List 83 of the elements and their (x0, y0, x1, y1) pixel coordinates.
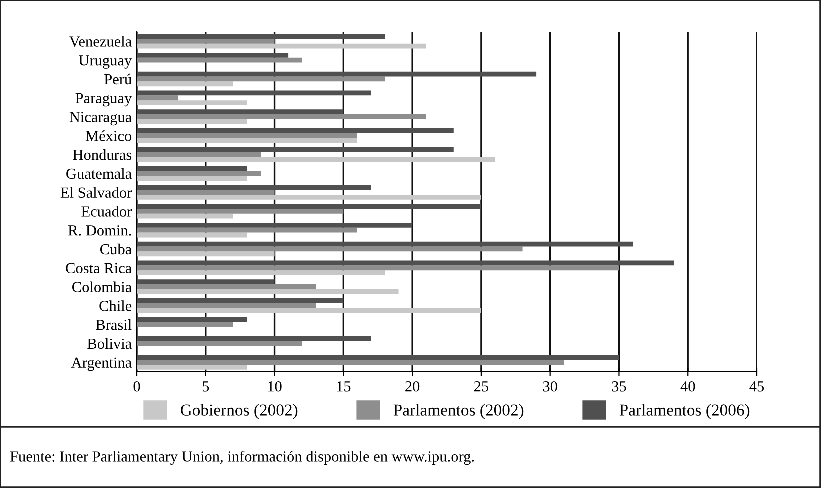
y-tick-label: Brasil (96, 319, 132, 330)
bar (137, 157, 496, 162)
y-tick-label: Uruguay (79, 56, 132, 69)
bar (137, 308, 482, 314)
bar (137, 365, 248, 370)
x-tick-label: 30 (543, 381, 558, 392)
bar (137, 176, 248, 182)
bar (137, 222, 413, 228)
bar (137, 266, 620, 271)
y-tick-label: Nicaragua (70, 112, 132, 126)
y-tick-label: Ecuador (82, 206, 132, 217)
bar (137, 72, 537, 77)
bar (137, 360, 564, 366)
bar (137, 138, 358, 144)
bar (137, 336, 372, 342)
bar (137, 246, 523, 252)
source-note: Fuente: Inter Parliamentary Union, información disponible en www.ipu.org. (10, 450, 474, 466)
y-tick-label: Honduras (73, 149, 132, 160)
y-tick-label: Argentina (71, 358, 132, 372)
bar (137, 298, 344, 304)
bar (137, 52, 289, 58)
bar (137, 76, 385, 82)
x-tick-label: 0 (134, 381, 140, 392)
y-tick-label: Colombia (72, 282, 132, 292)
y-tick-label: Cuba (100, 244, 132, 255)
x-tick-label: 40 (680, 381, 696, 392)
bar (137, 252, 275, 257)
bar (137, 38, 275, 44)
y-tick-label: Bolivia (88, 338, 132, 350)
legend-label: Parlamentos (2006) (620, 404, 750, 420)
bar (137, 133, 358, 138)
legend-label: Gobiernos (2002) (181, 404, 298, 420)
y-tick-label: Costa Rica (66, 263, 132, 274)
bar (137, 110, 344, 115)
y-tick-label: El Salvador (60, 187, 132, 198)
bar (137, 96, 178, 101)
bar (137, 44, 426, 49)
bar (137, 195, 482, 200)
bar (137, 270, 385, 276)
bar (137, 341, 302, 346)
bar (137, 34, 385, 39)
x-tick-label: 45 (750, 382, 764, 392)
bar (137, 208, 344, 214)
bar (137, 214, 234, 219)
y-tick-label: R. Domin. (68, 226, 132, 236)
x-tick-label: 15 (337, 382, 351, 392)
bar (137, 90, 372, 96)
bar (137, 280, 275, 285)
bar (137, 128, 454, 134)
bar (137, 204, 482, 209)
x-tick-label: 25 (474, 382, 488, 392)
x-tick-label: 35 (612, 382, 626, 392)
bar (137, 303, 316, 308)
bar (137, 114, 426, 120)
bar (137, 185, 372, 190)
bar (137, 260, 674, 266)
bar (137, 166, 248, 172)
bar (137, 119, 248, 124)
bar (137, 147, 454, 152)
x-tick-label: 20 (406, 381, 420, 392)
bar (137, 242, 633, 247)
bar (137, 232, 248, 238)
bar (137, 58, 302, 63)
legend-label: Parlamentos (2002) (394, 404, 524, 420)
bar (137, 355, 620, 360)
x-tick-label: 5 (202, 382, 210, 392)
bar (137, 152, 261, 158)
bar (137, 171, 261, 176)
bar (137, 289, 399, 294)
y-tick-label: Paraguay (76, 93, 132, 107)
bar (137, 284, 316, 290)
bar (137, 100, 248, 106)
y-tick-label: Chile (100, 300, 132, 312)
y-tick-label: Venezuela (70, 36, 132, 47)
y-tick-label: Guatemala (66, 168, 132, 180)
x-tick-label: 10 (268, 381, 282, 392)
bar (137, 190, 275, 196)
bar (137, 322, 234, 328)
y-tick-label: Perú (104, 74, 132, 85)
bar (137, 317, 248, 322)
bar (137, 228, 358, 233)
y-tick-label: México (86, 130, 132, 142)
bar (137, 82, 234, 87)
